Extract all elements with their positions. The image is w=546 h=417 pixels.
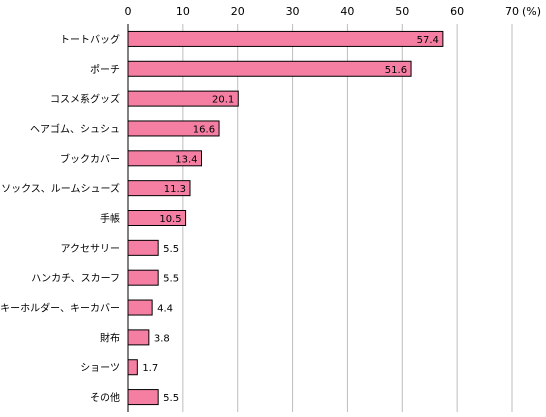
value-label: 5.5 [163, 274, 179, 285]
value-label: 10.5 [159, 214, 181, 225]
value-label: 1.7 [142, 363, 158, 374]
bar [127, 299, 153, 316]
category-label: ショーツ [80, 363, 120, 374]
value-label: 5.5 [163, 244, 179, 255]
x-tick-label: 50 [395, 5, 409, 18]
bar [127, 269, 159, 286]
category-label: ヘアゴム、シュシュ [30, 122, 120, 135]
category-label: 手帳 [100, 212, 120, 225]
category-label: その他 [90, 391, 120, 404]
x-tick-label: 60 [450, 5, 464, 18]
value-label: 51.6 [385, 65, 407, 76]
category-label: トートバッグ [60, 33, 120, 46]
bar [127, 389, 159, 406]
value-label: 4.4 [157, 304, 173, 315]
x-tick-label: 20 [231, 5, 245, 18]
bar [127, 30, 444, 47]
bar [127, 359, 138, 376]
category-label: ポーチ [90, 64, 120, 76]
category-label: アクセサリー [61, 243, 121, 255]
axis-unit-label: (%) [522, 5, 541, 18]
value-label: 5.5 [163, 393, 179, 404]
x-axis-ticks: 0 10 20 30 40 50 60 70 [125, 5, 520, 18]
bars [127, 30, 444, 406]
gridlines [182, 24, 513, 412]
value-label: 11.3 [164, 184, 186, 195]
value-label: 3.8 [154, 333, 170, 344]
value-labels: 57.4 51.6 20.1 16.6 13.4 11.3 10.5 5.5 5.5 4.4 3.8… [142, 35, 439, 404]
x-tick-label: 0 [125, 5, 132, 18]
category-label: キーホルダー、キーカバー [0, 302, 120, 315]
category-label: ブックカバー [60, 152, 120, 165]
value-label: 57.4 [417, 35, 439, 46]
bar [127, 329, 150, 346]
category-label: コスメ系グッズ [50, 93, 120, 106]
category-labels: トートバッグポーチコスメ系グッズヘアゴム、シュシュブックカバーソックス、ルームシ… [0, 33, 120, 404]
value-label: 20.1 [212, 95, 234, 106]
x-tick-label: 10 [176, 5, 190, 18]
x-tick-label: 40 [340, 5, 354, 18]
bar [127, 239, 159, 256]
category-label: ソックス、ルームシューズ [1, 182, 120, 195]
category-label: 財布 [100, 331, 120, 344]
category-label: ハンカチ、スカーフ [31, 273, 120, 285]
x-tick-label: 30 [286, 5, 300, 18]
value-label: 16.6 [193, 124, 215, 135]
value-label: 13.4 [175, 154, 197, 165]
x-tick-label: 70 [505, 5, 519, 18]
bar [127, 60, 412, 77]
